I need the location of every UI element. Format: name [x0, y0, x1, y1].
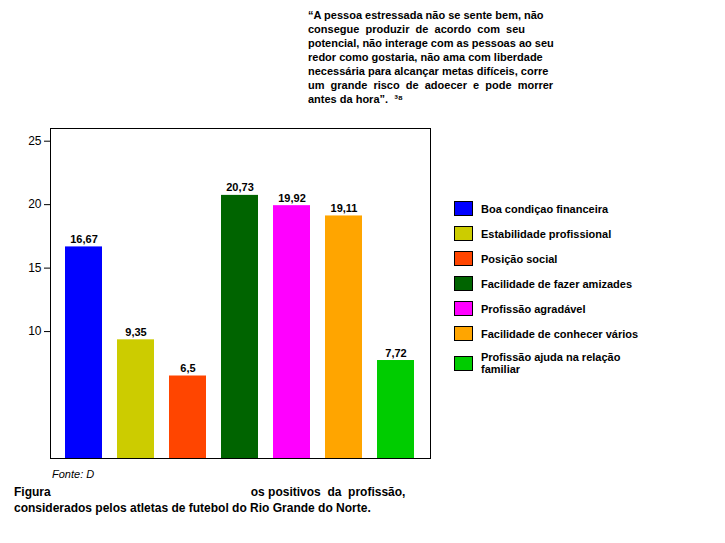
svg-text:16,67: 16,67	[70, 233, 98, 245]
html-text:Facilidade de fazer amizades: Facilidade de fazer amizades	[481, 277, 632, 290]
svg-text:19,11: 19,11	[331, 202, 358, 214]
svg-text:9,35: 9,35	[125, 326, 146, 338]
svg-text:25: 25	[28, 134, 42, 148]
html-text:Profissão agradável: Profissão agradável	[481, 302, 586, 315]
svg-text:10: 10	[28, 324, 42, 338]
svg-text:7,72: 7,72	[385, 347, 406, 359]
html-text:Estabilidade profissional: Estabilidade profissional	[481, 227, 612, 240]
html-text:Posição social: Posição social	[481, 252, 558, 265]
svg-text:15: 15	[28, 261, 42, 275]
html-text:Profissão ajuda na relação fam: Profissão ajuda na relação familiar	[481, 351, 621, 375]
html-text:Fonte: D: Fonte: D	[52, 468, 95, 480]
html-text:“A pessoa estressada não se se: “A pessoa estressada não se sente bem, n…	[308, 9, 554, 105]
html-text:Boa condiçao financeira: Boa condiçao financeira	[481, 202, 609, 215]
svg-text:19,92: 19,92	[278, 192, 306, 204]
svg-text:6,5: 6,5	[180, 362, 195, 374]
html-text:Figura os positivos da profiss: Figura os positivos da profissão, consid…	[14, 485, 406, 515]
html-text:Facilidade de conhecer vários: Facilidade de conhecer vários	[481, 327, 639, 340]
svg-text:20: 20	[28, 197, 42, 211]
svg-text:20,73: 20,73	[226, 181, 254, 193]
